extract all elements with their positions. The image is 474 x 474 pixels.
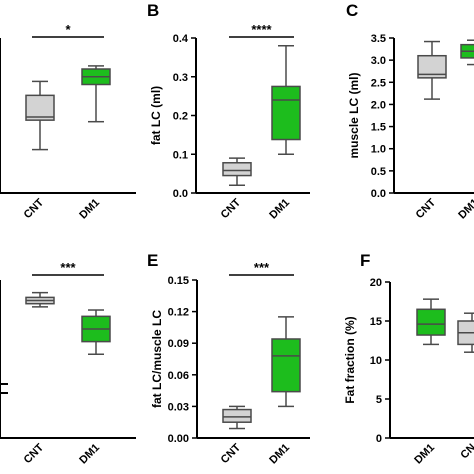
panel1-cnt-box (25, 94, 55, 121)
panel6-y-tick-label: 20 (370, 277, 382, 289)
panel2-panel-letter: B (147, 1, 159, 20)
panel1-cnt-category-label: CNT (22, 196, 47, 221)
panel3-y-tick-label: 0.5 (371, 166, 386, 178)
panel2-y-tick-label: 0.3 (173, 72, 188, 84)
panel2-y-tick-label: 0.0 (173, 188, 188, 200)
panel5-y-tick-label: 0.12 (168, 307, 189, 319)
panel5-y-tick-label: 0.15 (168, 275, 189, 287)
panel5-y-tick-label: 0.03 (168, 401, 189, 413)
panel1-dm1-category-label: DM1 (77, 197, 102, 222)
panel5-y-tick-label: 0.09 (168, 338, 189, 350)
panel6-y-tick-label: 0 (376, 433, 382, 445)
panel3-panel-letter: C (346, 1, 358, 20)
panel2-y-tick-label: 0.1 (173, 149, 188, 161)
panel4-dm1-category-label: DM1 (77, 442, 102, 467)
panel5-y-axis-title: fat LC/muscle LC (150, 310, 164, 408)
panel3-cnt-category-label: CNT (414, 196, 439, 221)
panel2-dm1-category-label: DM1 (267, 197, 292, 222)
panel3-y-tick-label: 1.5 (371, 122, 386, 134)
panel3-cnt-box (417, 54, 447, 79)
panel4-significance-label: *** (60, 260, 76, 275)
panel2-y-tick-label: 0.4 (173, 33, 189, 45)
panel3-y-tick-label: 0.0 (371, 188, 386, 200)
panel3-y-tick-label: 1.0 (371, 144, 386, 156)
panel5-y-tick-label: 0.00 (168, 433, 189, 445)
panel6-y-tick-label: 5 (376, 394, 382, 406)
panel2-cnt-box (222, 162, 252, 177)
panel6-y-tick-label: 15 (370, 316, 382, 328)
panel5-cnt-box (222, 408, 252, 423)
panel4-cnt-category-label: CNT (22, 441, 47, 466)
panel3-y-tick-label: 2.0 (371, 99, 386, 111)
panel6-dm1-category-label: DM1 (412, 442, 437, 467)
panel5-cnt-category-label: CNT (219, 441, 244, 466)
panel3-y-axis-title: muscle LC (ml) (347, 72, 361, 158)
panel5-dm1-category-label: DM1 (267, 442, 292, 467)
panel6-panel-letter: F (360, 251, 370, 270)
panel2-cnt-category-label: CNT (219, 196, 244, 221)
panel3-y-tick-label: 3.0 (371, 55, 386, 67)
panel5-panel-letter: E (147, 251, 158, 270)
panel6-y-axis-title: Fat fraction (%) (343, 316, 357, 403)
panel2-y-axis-title: fat LC (ml) (149, 86, 163, 145)
panel2-dm1-box (271, 85, 301, 141)
panel5-significance-label: *** (254, 260, 270, 275)
panel5-dm1-box (271, 338, 301, 393)
panel5-y-tick-label: 0.06 (168, 370, 189, 382)
panel2-significance-label: **** (251, 22, 272, 37)
panel3-y-tick-label: 3.5 (371, 33, 386, 45)
panel3-dm1-category-label: DM1 (456, 197, 474, 222)
panel2-y-tick-label: 0.2 (173, 111, 188, 123)
panel6-dm1-box (416, 308, 446, 336)
panel6-y-tick-label: 10 (370, 355, 382, 367)
panel6-cn-category-label: CN (458, 442, 474, 462)
panel1-significance-label: * (65, 22, 71, 37)
panel3-y-tick-label: 2.5 (371, 77, 386, 89)
